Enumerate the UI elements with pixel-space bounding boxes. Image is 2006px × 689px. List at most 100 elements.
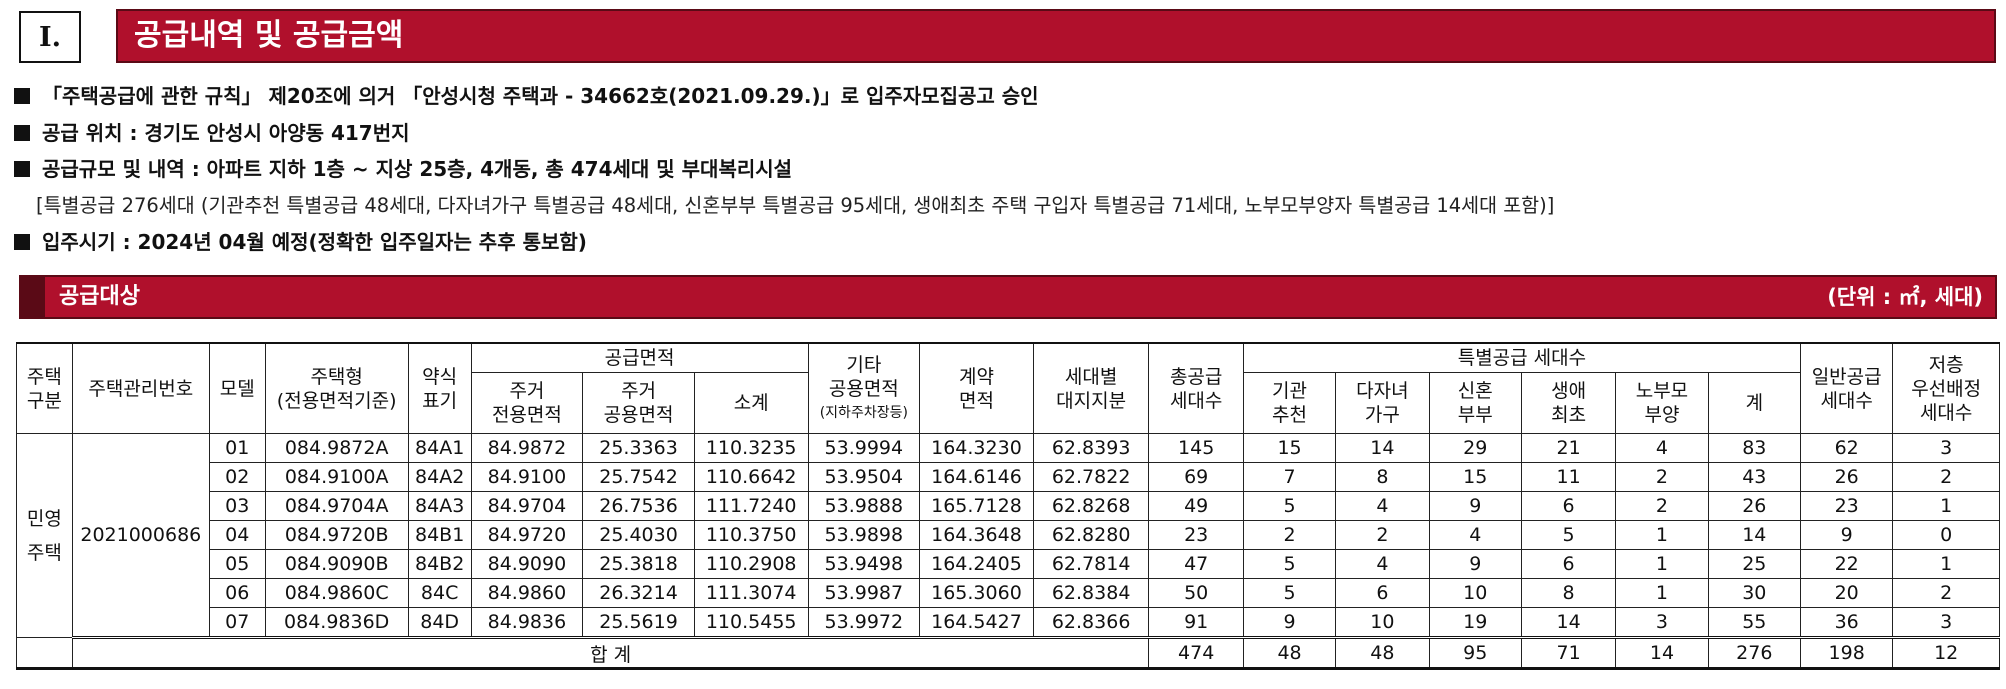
- table-cell: 53.9994: [807, 433, 921, 463]
- table-cell: 02: [208, 462, 266, 492]
- total-label: 합 계: [71, 636, 1150, 669]
- table-cell: 55: [1707, 607, 1802, 638]
- table-cell: 14: [1335, 433, 1430, 463]
- table-cell: 084.9100A: [264, 462, 409, 492]
- col-land-share: 세대별 대지지분: [1032, 342, 1150, 434]
- table-cell: 2: [1892, 578, 2000, 608]
- table-cell: 25.4030: [582, 520, 695, 550]
- table-cell: 84.9872: [470, 433, 584, 463]
- table-cell: 84.9720: [470, 520, 584, 550]
- info-line-movein: 입주시기 : 2024년 04월 예정(정확한 입주일자는 추후 통보함): [14, 228, 587, 256]
- table-cell: 84.9704: [470, 491, 584, 521]
- table-cell: 164.6146: [919, 462, 1034, 492]
- table-cell: 084.9704A: [264, 491, 409, 521]
- total-cell: 14: [1615, 636, 1709, 669]
- table-cell: 25.3818: [582, 549, 695, 579]
- table-cell: 29: [1428, 433, 1522, 463]
- col-newlywed: 신혼 부부: [1428, 372, 1522, 434]
- table-row: 02 084.9100A 84A2 84.9100 25.7542 110.6642 53.…: [17, 462, 2000, 492]
- supply-target-header: 공급대상 (단위 : ㎡, 세대): [19, 275, 1997, 319]
- table-cell: 10: [1335, 607, 1430, 638]
- total-cell: 198: [1799, 636, 1894, 669]
- col-multi: 다자녀 가구: [1335, 372, 1430, 434]
- table-cell: 84.9860: [470, 578, 584, 608]
- total-cell: 95: [1428, 636, 1522, 669]
- table-cell: 084.9836D: [264, 607, 409, 638]
- table-cell: 4: [1335, 549, 1430, 579]
- table-cell: 50: [1148, 578, 1244, 608]
- table-cell: 84A1: [407, 433, 472, 463]
- col-other-common: 기타 공용면적 (지하주차장등): [807, 342, 921, 434]
- col-total-units: 총공급 세대수: [1148, 342, 1244, 434]
- bullet-square-icon: [14, 234, 30, 250]
- table-cell: 3: [1892, 607, 2000, 638]
- col-model: 모델: [208, 342, 266, 434]
- table-cell: 47: [1148, 549, 1244, 579]
- table-cell: 2: [1335, 520, 1430, 550]
- table-cell: 26: [1707, 491, 1802, 521]
- table-cell: 25.7542: [582, 462, 695, 492]
- table-cell: 14: [1707, 520, 1802, 550]
- info-special-detail: [특별공급 276세대 (기관추천 특별공급 48세대, 다자녀가구 특별공급 …: [36, 194, 1555, 217]
- total-cell: 48: [1242, 636, 1337, 669]
- table-cell: 084.9860C: [264, 578, 409, 608]
- table-cell: 164.3230: [919, 433, 1034, 463]
- table-cell: 23: [1799, 491, 1894, 521]
- table-cell: 111.3074: [693, 578, 809, 608]
- table-cell: 2: [1892, 462, 2000, 492]
- table-cell: 04: [208, 520, 266, 550]
- table-cell: 1: [1615, 549, 1709, 579]
- table-cell: 2: [1242, 520, 1337, 550]
- table-cell: 7: [1242, 462, 1337, 492]
- total-cell: 71: [1520, 636, 1617, 669]
- supply-target-title: 공급대상: [59, 284, 140, 309]
- table-cell: 4: [1615, 433, 1709, 463]
- table-cell: 6: [1520, 491, 1617, 521]
- table-cell: 83: [1707, 433, 1802, 463]
- table-cell: 62.8268: [1032, 491, 1150, 521]
- other-common-note: (지하주차장등): [819, 404, 908, 421]
- table-cell: 3: [1892, 433, 2000, 463]
- table-cell: 110.5455: [693, 607, 809, 638]
- total-blank-cell: [16, 637, 73, 669]
- table-cell: 0: [1892, 520, 2000, 550]
- table-cell: 4: [1335, 491, 1430, 521]
- table-cell: 25.3363: [582, 433, 695, 463]
- info-text: 입주시기 : 2024년 04월 예정(정확한 입주일자는 추후 통보함): [42, 230, 587, 254]
- table-cell: 5: [1242, 491, 1337, 521]
- table-cell: 9: [1242, 607, 1337, 638]
- col-inst: 기관 추천: [1242, 372, 1337, 434]
- col-sum: 계: [1707, 372, 1802, 434]
- col-abbr: 약식 표기: [407, 342, 472, 434]
- table-cell: 62.8393: [1032, 433, 1150, 463]
- col-subtotal: 소계: [693, 372, 809, 434]
- table-cell: 1: [1615, 520, 1709, 550]
- total-cell: 12: [1892, 636, 2000, 669]
- col-low-floor: 저층 우선배정 세대수: [1892, 342, 2000, 434]
- table-cell: 9: [1428, 491, 1522, 521]
- table-cell: 62.7822: [1032, 462, 1150, 492]
- table-row: 06 084.9860C 84C 84.9860 26.3214 111.3074 53.9…: [17, 578, 2000, 608]
- table-body: 민영 주택 2021000686 01 084.9872A 84A1 84.9872 25.…: [16, 433, 2000, 669]
- col-common: 주거 공용면적: [582, 372, 695, 434]
- table-cell: 05: [208, 549, 266, 579]
- table-cell: 06: [208, 578, 266, 608]
- info-text: 「주택공급에 관한 규칙」 제20조에 의거 「안성시청 주택과 - 34662…: [42, 84, 1039, 108]
- table-cell: 26: [1799, 462, 1894, 492]
- table-cell: 3: [1615, 607, 1709, 638]
- table-cell: 9: [1799, 520, 1894, 550]
- bullet-square-icon: [14, 161, 30, 177]
- table-row: 04 084.9720B 84B1 84.9720 25.4030 110.3750 53.…: [17, 520, 2000, 550]
- col-exclusive: 주거 전용면적: [470, 372, 584, 434]
- table-cell: 164.2405: [919, 549, 1034, 579]
- table-cell: 15: [1428, 462, 1522, 492]
- col-mgmt-no: 주택관리번호: [71, 342, 210, 434]
- table-cell: 23: [1148, 520, 1244, 550]
- table-cell: 6: [1520, 549, 1617, 579]
- table-cell: 164.3648: [919, 520, 1034, 550]
- table-cell: 62.8366: [1032, 607, 1150, 638]
- table-cell: 43: [1707, 462, 1802, 492]
- table-cell: 07: [208, 607, 266, 638]
- info-line-scale: 공급규모 및 내역 : 아파트 지하 1층 ~ 지상 25층, 4개동, 총 4…: [14, 155, 792, 183]
- table-cell: 53.9898: [807, 520, 921, 550]
